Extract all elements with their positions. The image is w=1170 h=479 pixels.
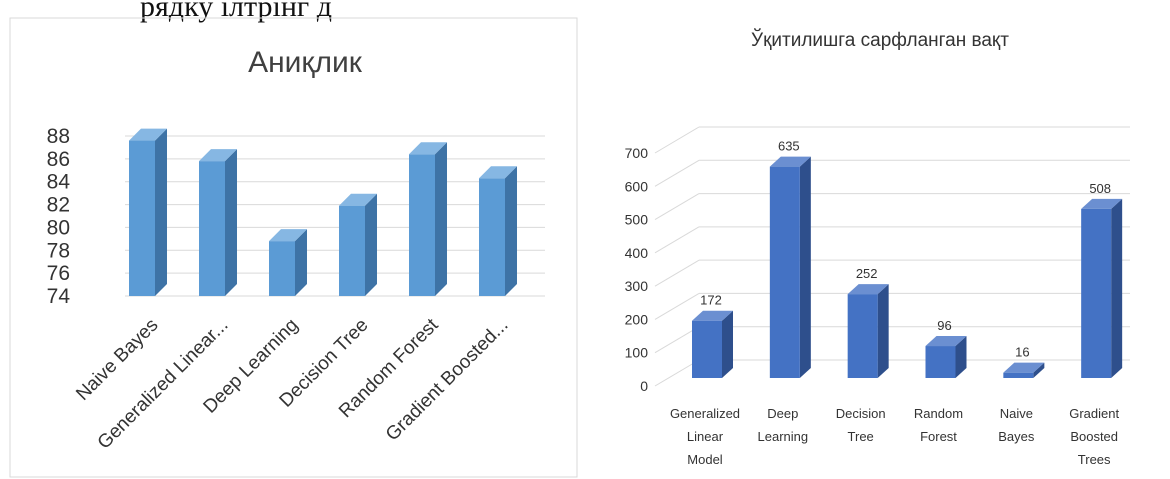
bar <box>129 140 155 296</box>
bar-side <box>295 229 307 296</box>
bar-side <box>155 128 167 296</box>
x-tick-label: Bayes <box>998 429 1035 444</box>
bar <box>1003 372 1034 378</box>
left-chart-frame <box>9 17 578 478</box>
y-tick-label: 86 <box>47 148 70 171</box>
gridline-wall <box>654 259 700 287</box>
bar <box>1081 208 1112 378</box>
bar <box>847 294 878 378</box>
bar <box>269 241 295 296</box>
cut-off-text-line: рядку ілтрінг д <box>140 0 332 23</box>
bar-side <box>225 149 237 296</box>
bar-top <box>769 156 811 167</box>
y-tick-label: 200 <box>625 311 649 327</box>
bar-top <box>692 310 733 321</box>
gridline-wall <box>654 126 700 154</box>
y-tick-label: 400 <box>625 245 649 261</box>
right-chart: 0 100 200 300 400 500 600 700 172 Generalized Line… <box>625 126 1130 467</box>
bar <box>692 320 722 378</box>
gridline-wall <box>654 292 700 320</box>
y-tick-label: 600 <box>625 178 649 194</box>
gridline-wall <box>654 326 700 354</box>
y-tick-label: 76 <box>47 262 70 285</box>
bar-top <box>479 166 517 179</box>
x-tick-label: Boosted <box>1070 429 1118 444</box>
bar-top <box>129 128 167 141</box>
x-tick-label: Random <box>914 406 963 421</box>
bar <box>199 161 225 296</box>
x-tick-label: Linear <box>687 429 724 444</box>
x-tick-label: Learning <box>758 429 809 444</box>
x-tick-label: Tree <box>848 429 874 444</box>
right-chart-title: Ўқитилишга сарфланган вақт <box>751 29 1009 51</box>
data-label: 172 <box>700 293 722 308</box>
gridline-wall <box>654 226 700 254</box>
x-tick-label: Model <box>687 452 723 467</box>
x-tick-label: Generalized Linear... <box>94 315 233 454</box>
x-tick-label: Trees <box>1078 452 1111 467</box>
x-tick-label: Naive <box>1000 406 1033 421</box>
gridline-wall <box>654 159 700 187</box>
y-tick-label: 74 <box>47 285 71 308</box>
gridline-wall <box>654 193 700 221</box>
x-tick-label: Decision <box>836 406 886 421</box>
bar <box>925 346 956 378</box>
bar-side <box>955 336 967 378</box>
y-tick-label: 700 <box>625 145 649 161</box>
x-tick-label: Gradient Boosted... <box>382 315 513 446</box>
bar-side <box>1111 198 1123 378</box>
x-tick-label: Generalized <box>670 406 740 421</box>
left-chart-title: Аниқлик <box>248 46 363 79</box>
y-tick-label: 0 <box>640 378 648 394</box>
bar-top <box>925 336 967 347</box>
x-tick-label: Deep <box>767 406 798 421</box>
y-tick-label: 84 <box>47 171 71 194</box>
y-tick-label: 88 <box>47 125 70 148</box>
x-tick-label: Gradient <box>1069 406 1119 421</box>
y-tick-label: 100 <box>625 345 649 361</box>
bar-side <box>365 193 377 296</box>
bar <box>479 178 505 296</box>
bar-top <box>847 284 889 295</box>
data-label: 252 <box>856 266 878 281</box>
bar-side <box>505 166 517 296</box>
bar-side <box>877 284 889 378</box>
y-tick-label: 82 <box>47 194 70 217</box>
y-tick-label: 300 <box>625 278 649 294</box>
bar <box>339 205 365 296</box>
bar-side <box>1033 362 1045 378</box>
bar-side <box>799 156 811 378</box>
bar <box>409 154 435 296</box>
bar-top <box>409 142 447 155</box>
bar-top <box>269 229 307 242</box>
bar-side <box>722 310 733 378</box>
y-tick-label: 80 <box>47 216 70 239</box>
x-tick-label: Forest <box>920 429 957 444</box>
data-label: 96 <box>937 318 951 333</box>
data-label: 16 <box>1015 345 1029 360</box>
bar-top <box>1081 198 1123 209</box>
bar-top <box>1003 362 1045 373</box>
y-tick-label: 500 <box>625 212 649 228</box>
bar-side <box>435 142 447 296</box>
data-label: 508 <box>1089 181 1111 196</box>
data-label: 635 <box>778 139 800 154</box>
bar-top <box>339 193 377 206</box>
y-tick-label: 78 <box>47 239 70 262</box>
bar <box>769 166 800 378</box>
bar-top <box>199 149 237 162</box>
gridline-wall <box>654 359 700 387</box>
